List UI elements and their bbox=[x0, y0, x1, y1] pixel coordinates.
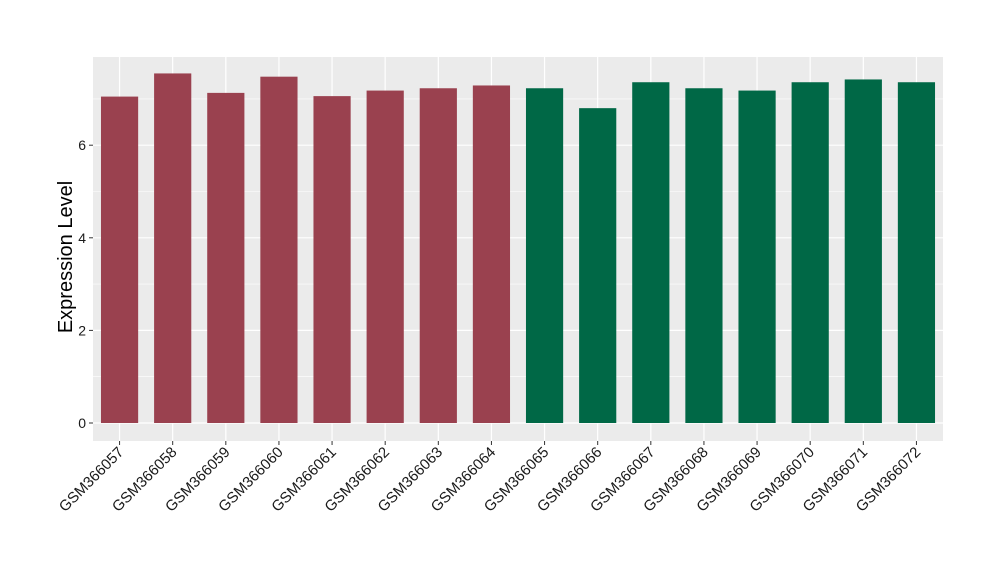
x-axis: GSM366057GSM366058GSM366059GSM366060GSM3… bbox=[56, 441, 924, 515]
bar bbox=[100, 96, 139, 424]
bar bbox=[154, 73, 192, 423]
bar bbox=[738, 90, 776, 423]
y-tick-label: 4 bbox=[78, 230, 86, 246]
bar bbox=[844, 79, 882, 423]
bar bbox=[791, 82, 829, 424]
y-tick-label: 6 bbox=[78, 137, 86, 153]
y-axis-title: Expression Level bbox=[55, 181, 77, 333]
y-axis: 0 2 4 6 bbox=[78, 137, 93, 431]
y-tick-label: 0 bbox=[78, 415, 86, 431]
bar bbox=[525, 88, 564, 423]
bar bbox=[632, 82, 670, 424]
bar bbox=[579, 108, 617, 423]
bar bbox=[419, 88, 457, 423]
bar bbox=[897, 82, 936, 424]
bar bbox=[472, 85, 511, 424]
bar bbox=[685, 88, 723, 423]
bar bbox=[260, 76, 298, 424]
bar bbox=[366, 90, 404, 423]
y-tick-label: 2 bbox=[78, 322, 86, 338]
bar bbox=[313, 96, 351, 423]
bar bbox=[207, 92, 245, 424]
bars bbox=[100, 73, 936, 424]
